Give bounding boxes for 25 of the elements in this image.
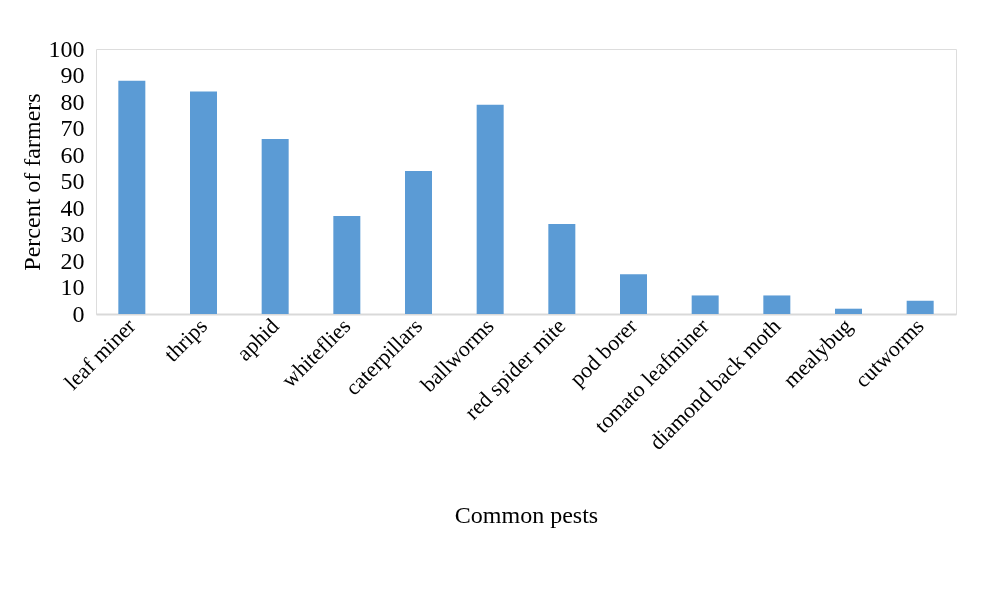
bar (548, 223, 576, 314)
bar (763, 295, 791, 314)
y-tick-label: 0 (72, 300, 85, 327)
y-tick-label: 50 (60, 168, 85, 194)
bar (405, 170, 432, 314)
bar (476, 104, 504, 314)
y-tick-label: 10 (60, 274, 85, 300)
y-tick-label: 100 (48, 35, 85, 62)
x-axis-title: Common pests (454, 501, 599, 528)
y-tick-label: 20 (60, 247, 85, 274)
bar (906, 300, 934, 314)
bar (118, 80, 146, 314)
y-tick-label: 90 (60, 62, 85, 88)
bar (261, 139, 289, 314)
y-axis-title: Percent of farmers (18, 93, 45, 271)
y-tick-label: 60 (60, 141, 85, 168)
bar (333, 215, 361, 314)
bar (190, 91, 217, 314)
y-tick-label: 80 (60, 88, 85, 115)
y-tick-label: 70 (60, 115, 85, 141)
bar (691, 295, 719, 314)
bar (620, 274, 647, 314)
bar (835, 308, 862, 314)
y-tick-label: 30 (60, 221, 85, 247)
y-tick-label: 40 (60, 194, 85, 221)
